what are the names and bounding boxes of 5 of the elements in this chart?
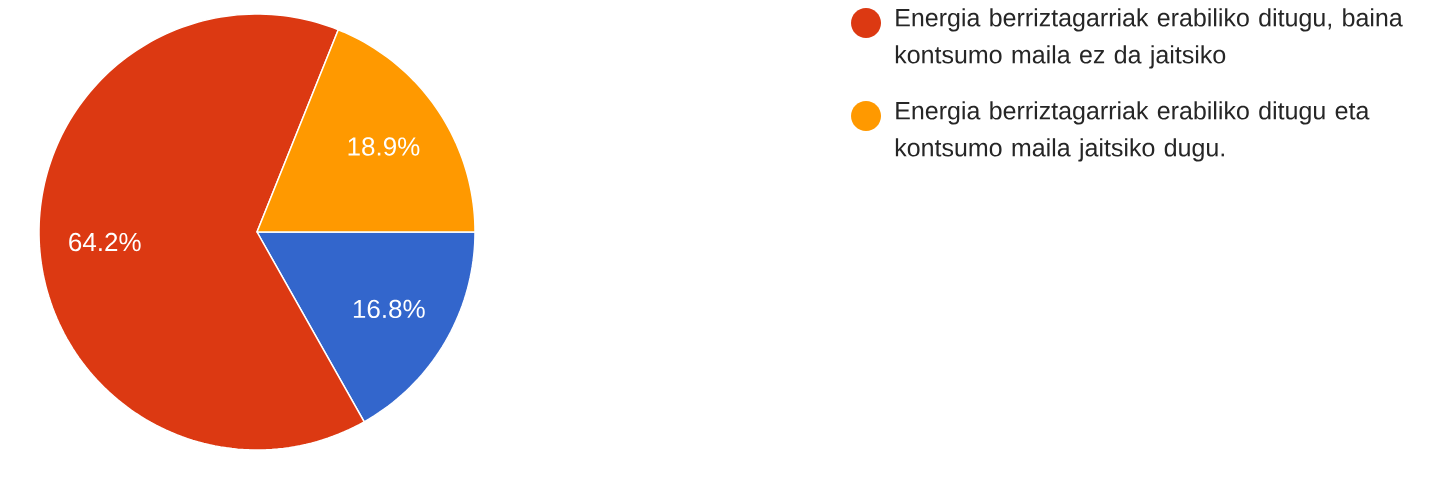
legend-label: Energia berriztagarriak erabiliko ditugu eta kontsumo maila jaitsiko dugu. (895, 101, 1370, 162)
data-label: 16.8% (353, 299, 425, 319)
data-label: 64.2% (69, 232, 141, 252)
legend-label: Energia berriztagarriak erabiliko ditugu, baina kontsumo maila ez da jaitsiko (895, 8, 1403, 69)
data-label: 18.9% (348, 137, 420, 156)
